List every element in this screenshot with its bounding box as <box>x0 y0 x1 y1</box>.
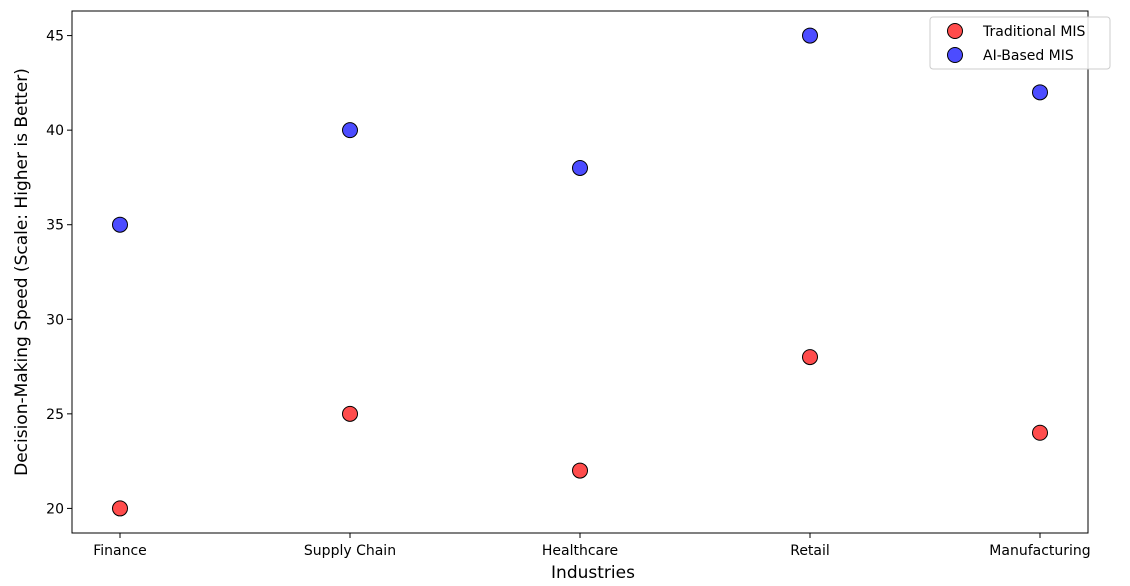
data-points <box>112 27 1048 517</box>
y-tick-label: 40 <box>46 123 64 139</box>
x-tick-label: Retail <box>790 543 830 559</box>
x-tick-label: Supply Chain <box>304 543 396 559</box>
traditional-mis-point <box>342 405 358 422</box>
ai-based-mis-point <box>342 122 358 139</box>
traditional-mis-point <box>572 462 588 479</box>
y-tick-label: 25 <box>46 407 64 423</box>
traditional-mis-point <box>802 349 818 366</box>
x-tick-label: Healthcare <box>542 543 618 559</box>
y-tick-label: 45 <box>46 29 64 45</box>
x-tick-label: Manufacturing <box>989 543 1090 559</box>
legend-marker-ai-based-mis <box>947 47 963 63</box>
legend: Traditional MIS AI-Based MIS <box>929 16 1111 70</box>
plot-frame <box>71 10 1089 534</box>
x-tick-label: Finance <box>93 543 147 559</box>
x-axis: Finance Supply Chain Healthcare Retail Manuf… <box>93 533 1091 559</box>
x-axis-label: Industries <box>551 563 635 582</box>
ai-based-mis-point <box>802 27 818 44</box>
traditional-mis-point <box>1032 424 1048 441</box>
ai-based-mis-point <box>572 159 588 176</box>
y-axis-label: Decision-Making Speed (Scale: Higher is … <box>12 68 32 476</box>
y-axis: 20 25 30 35 40 45 <box>46 29 72 517</box>
ai-based-mis-point <box>1032 84 1048 101</box>
ai-based-mis-point <box>112 216 128 233</box>
y-tick-label: 20 <box>46 501 64 517</box>
legend-box <box>929 16 1111 70</box>
legend-label-traditional-mis: Traditional MIS <box>982 24 1086 40</box>
y-tick-label: 30 <box>46 312 64 328</box>
traditional-mis-point <box>112 500 128 517</box>
y-tick-label: 35 <box>46 218 64 234</box>
legend-marker-traditional-mis <box>947 23 963 39</box>
legend-label-ai-based-mis: AI-Based MIS <box>983 48 1074 64</box>
